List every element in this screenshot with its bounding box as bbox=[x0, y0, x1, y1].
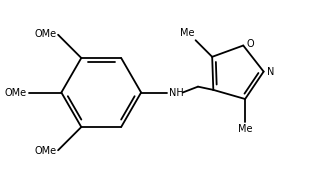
Text: OMe: OMe bbox=[35, 146, 57, 156]
Text: NH: NH bbox=[169, 88, 184, 97]
Text: OMe: OMe bbox=[35, 29, 57, 39]
Text: Me: Me bbox=[180, 28, 194, 38]
Text: OMe: OMe bbox=[5, 88, 27, 97]
Text: N: N bbox=[267, 67, 275, 77]
Text: O: O bbox=[247, 39, 254, 49]
Text: Me: Me bbox=[238, 124, 252, 134]
